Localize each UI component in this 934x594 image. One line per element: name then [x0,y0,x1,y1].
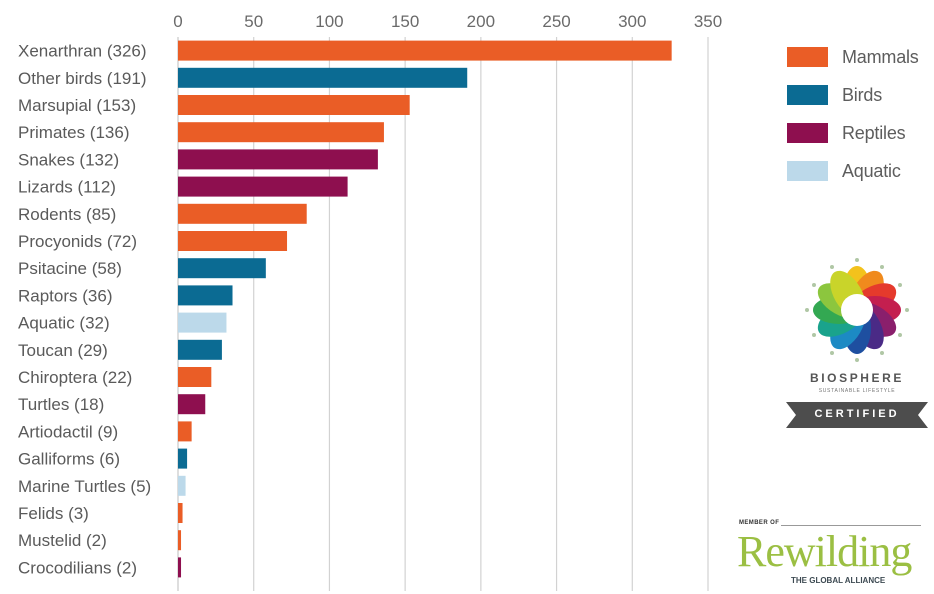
category-label: Lizards (112) [18,178,116,197]
bar [178,530,182,551]
legend-swatch-reptiles [787,123,828,143]
y-axis-category-labels: Xenarthran (326) Other birds (191) Marsupi… [18,42,151,578]
biosphere-name: BIOSPHERE [809,371,905,385]
legend-swatch-birds [787,85,828,105]
category-label: Rodents (85) [18,205,116,224]
biosphere-flower-icon [805,258,909,362]
legend-label: Aquatic [842,160,901,181]
bar [178,448,188,469]
category-label: Galliforms (6) [18,450,120,469]
bar [178,339,222,360]
category-label: Turtles (18) [18,395,104,414]
bar [178,95,410,115]
certified-badge: CERTIFIED [786,402,928,428]
x-tick-label: 350 [694,12,722,31]
category-label: Procyonids (72) [18,232,137,251]
category-label: Toucan (29) [18,341,108,360]
bar [178,394,206,415]
bar [178,231,288,251]
category-label: Artiodactil (9) [18,422,118,441]
legend-label: Birds [842,84,883,105]
category-label: Aquatic (32) [18,314,110,333]
biosphere-subtitle: SUSTAINABLE LIFESTYLE [818,388,896,394]
x-tick-label: 200 [467,12,495,31]
certified-label: CERTIFIED [814,408,900,420]
bar [178,503,183,523]
legend-item-mammals: Mammals [787,38,919,76]
category-label: Crocodilians (2) [18,558,137,577]
x-tick-label: 150 [391,12,419,31]
ribbon-icon [786,402,928,428]
x-tick-label: 50 [244,12,263,31]
legend: Mammals Birds Reptiles Aquatic [787,38,919,190]
category-label: Mustelid (2) [18,531,107,550]
category-label: Felids (3) [18,504,89,523]
member-of-label: MEMBER OF [739,520,780,526]
legend-label: Mammals [842,46,919,67]
category-label: Other birds (191) [18,69,147,88]
x-tick-label: 0 [173,12,182,31]
category-label: Snakes (132) [18,150,119,169]
grid-lines [177,37,709,591]
category-label: Psitacine (58) [18,259,122,278]
bar [178,40,672,61]
bars [178,40,672,578]
category-label: Xenarthran (326) [18,42,147,61]
rewilding-logo: MEMBER OF Rewilding THE GLOBAL ALLIANCE [737,520,927,590]
x-tick-label: 100 [315,12,343,31]
divider [781,525,921,526]
legend-item-birds: Birds [787,76,919,114]
rewilding-tagline: THE GLOBAL ALLIANCE [789,576,888,585]
legend-swatch-mammals [787,47,828,67]
category-label: Raptors (36) [18,286,112,305]
bar [178,285,233,306]
x-axis-tick-labels: 0 50 100 150 200 250 300 350 [173,12,722,31]
category-label: Marine Turtles (5) [18,477,151,496]
bar [178,176,348,197]
legend-swatch-aquatic [787,161,828,181]
category-label: Primates (136) [18,123,129,142]
category-label: Marsupial (153) [18,96,136,115]
bar [178,475,186,496]
legend-item-aquatic: Aquatic [787,152,919,190]
bar [178,203,307,224]
bar [178,367,212,387]
legend-item-reptiles: Reptiles [787,114,919,152]
bar [178,312,227,333]
bar [178,122,384,143]
category-label: Chiroptera (22) [18,368,132,387]
bar [178,557,182,578]
rewilding-wordmark: Rewilding [737,527,912,576]
bar [178,258,266,279]
bar [178,67,468,88]
bar [178,149,378,170]
bar [178,421,192,442]
x-tick-label: 300 [618,12,646,31]
biosphere-logo: BIOSPHERE SUSTAINABLE LIFESTYLE CERTIFIE… [786,258,928,428]
x-tick-label: 250 [542,12,570,31]
legend-label: Reptiles [842,122,906,143]
